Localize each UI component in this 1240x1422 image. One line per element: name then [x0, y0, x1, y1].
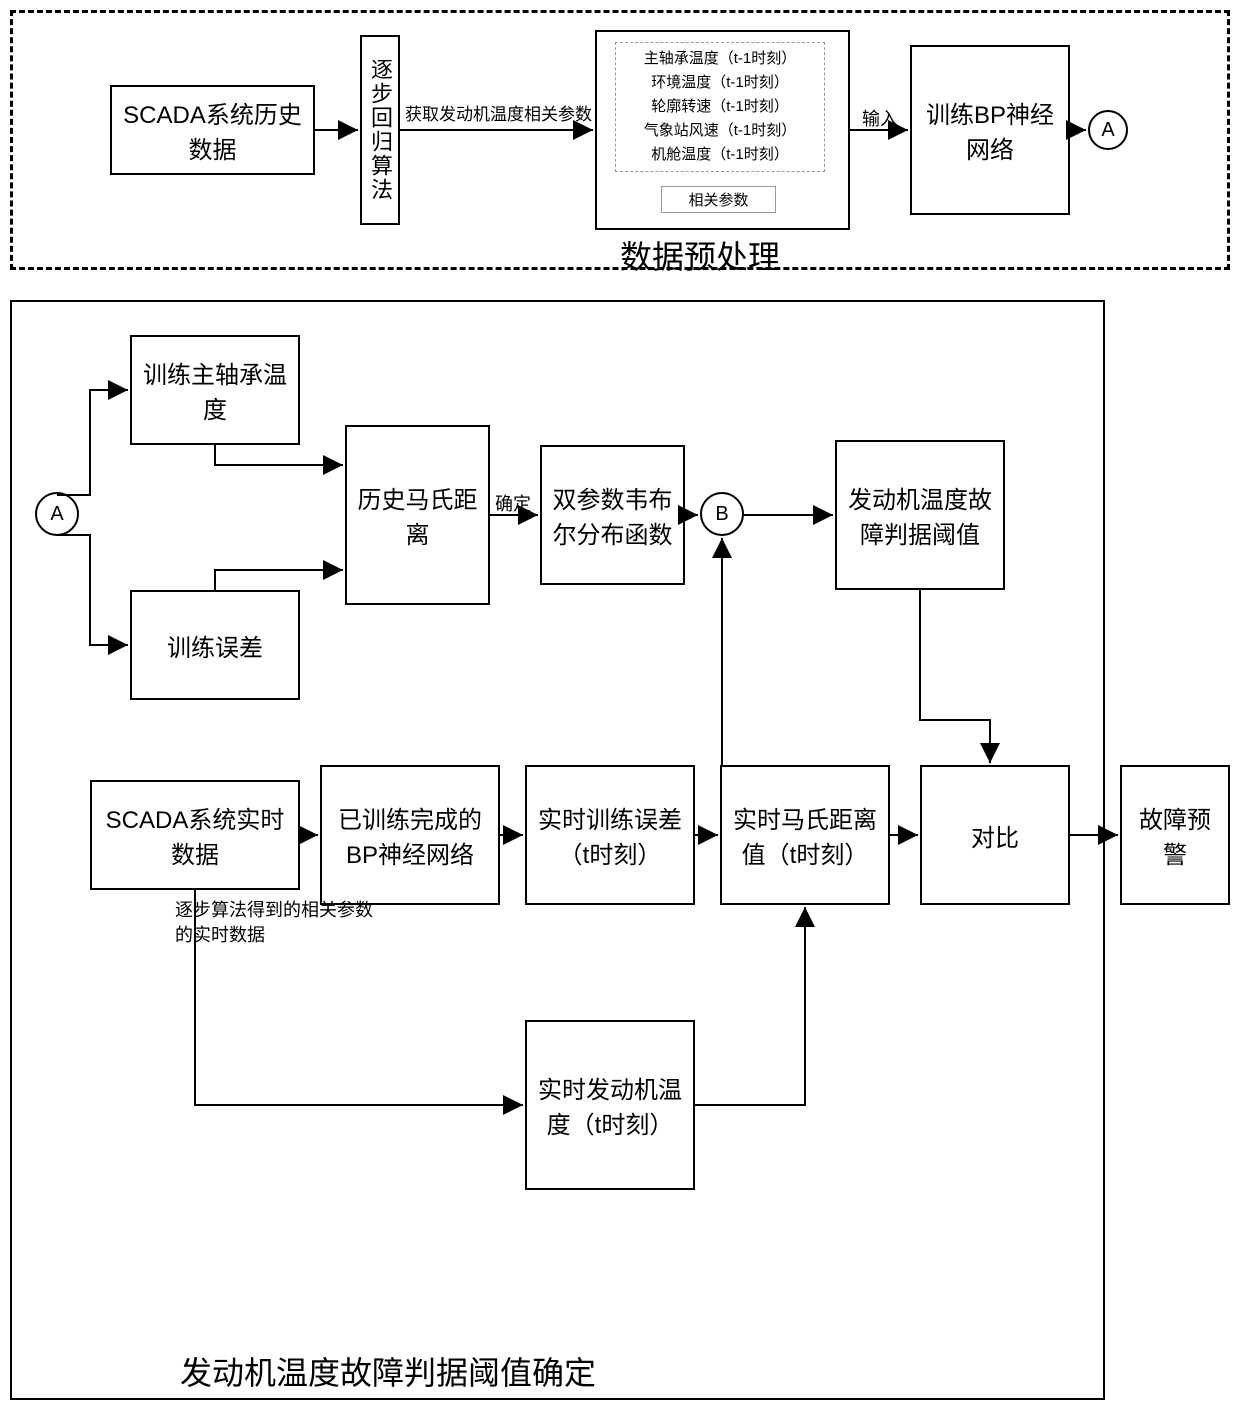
node-label: 历史马氏距离	[353, 480, 482, 550]
circle-label: A	[50, 503, 63, 526]
node-train-bp: 训练BP神经网络	[910, 45, 1070, 215]
edge-label-stepwise-rt: 逐步算法得到的相关参数的实时数据	[175, 898, 375, 948]
node-label: 训练主轴承温度	[138, 355, 292, 425]
node-label: 实时发动机温度（t时刻）	[533, 1070, 687, 1140]
params-label: 相关参数	[688, 192, 748, 209]
connector-A-top: A	[1088, 110, 1128, 150]
diagram-canvas: 数据预处理 SCADA系统历史数据 逐步回归算法 主轴承温度（t-1时刻） 环境…	[0, 0, 1240, 1422]
connector-B: B	[700, 492, 744, 536]
edge-label-determine: 确定	[495, 490, 531, 516]
node-scada-rt: SCADA系统实时数据	[90, 780, 300, 890]
node-label: 故障预警	[1128, 800, 1222, 870]
node-label: 实时训练误差（t时刻）	[533, 800, 687, 870]
node-label: 已训练完成的BP神经网络	[328, 800, 492, 870]
node-train-temp: 训练主轴承温度	[130, 335, 300, 445]
node-rt-md: 实时马氏距离值（t时刻）	[720, 765, 890, 905]
node-label: 对比	[971, 818, 1019, 853]
params-label-box: 相关参数	[661, 186, 776, 213]
node-scada-hist: SCADA系统历史数据	[110, 85, 315, 175]
edge-label-input: 输入	[862, 105, 898, 131]
top-section-title: 数据预处理	[620, 232, 780, 278]
connector-A-bottom: A	[35, 492, 79, 536]
param-item: 主轴承温度（t-1时刻）	[624, 47, 816, 71]
node-compare: 对比	[920, 765, 1070, 905]
node-hist-md: 历史马氏距离	[345, 425, 490, 605]
node-label: 训练BP神经网络	[918, 95, 1062, 165]
param-item: 气象站风速（t-1时刻）	[624, 119, 816, 143]
node-fault-warn: 故障预警	[1120, 765, 1230, 905]
node-rt-temp: 实时发动机温度（t时刻）	[525, 1020, 695, 1190]
node-rt-err: 实时训练误差（t时刻）	[525, 765, 695, 905]
circle-label: B	[715, 503, 728, 526]
edge-label-get-params: 获取发动机温度相关参数	[405, 100, 592, 125]
node-trained-bp: 已训练完成的BP神经网络	[320, 765, 500, 905]
node-label: 实时马氏距离值（t时刻）	[728, 800, 882, 870]
node-label: 双参数韦布尔分布函数	[548, 480, 677, 550]
bottom-section-title: 发动机温度故障判据阈值确定	[180, 1348, 596, 1394]
node-label: 发动机温度故障判据阈值	[843, 480, 997, 550]
param-item: 机舱温度（t-1时刻）	[624, 143, 816, 167]
node-weibull: 双参数韦布尔分布函数	[540, 445, 685, 585]
circle-label: A	[1101, 119, 1114, 142]
param-item: 环境温度（t-1时刻）	[624, 71, 816, 95]
node-label: 逐步回归算法	[364, 58, 396, 202]
param-item: 轮廓转速（t-1时刻）	[624, 95, 816, 119]
node-params-outer: 主轴承温度（t-1时刻） 环境温度（t-1时刻） 轮廓转速（t-1时刻） 气象站…	[595, 30, 850, 230]
node-fault-threshold: 发动机温度故障判据阈值	[835, 440, 1005, 590]
node-label: SCADA系统实时数据	[98, 800, 292, 870]
node-stepwise-regression: 逐步回归算法	[360, 35, 400, 225]
node-label: SCADA系统历史数据	[118, 95, 307, 165]
params-inner-list: 主轴承温度（t-1时刻） 环境温度（t-1时刻） 轮廓转速（t-1时刻） 气象站…	[615, 42, 825, 172]
node-label: 训练误差	[167, 628, 263, 663]
node-train-err: 训练误差	[130, 590, 300, 700]
